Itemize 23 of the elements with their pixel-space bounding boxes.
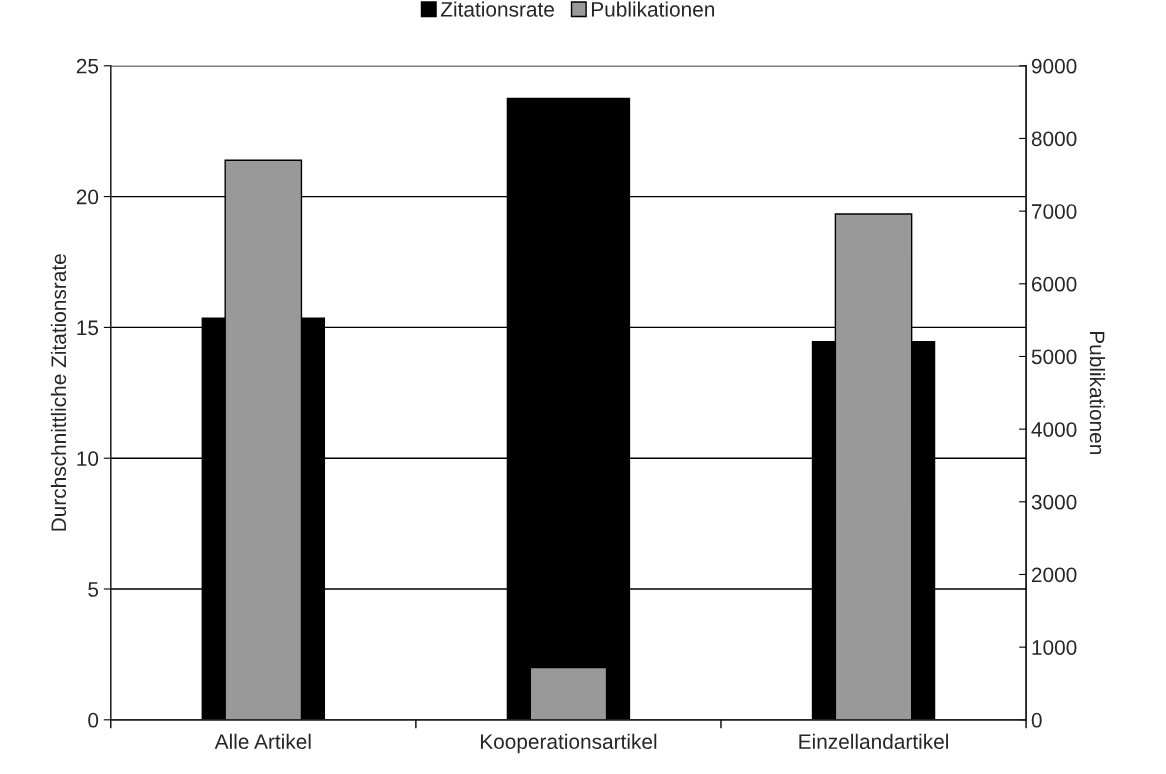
x-tick-label: Kooperationsartikel <box>480 733 657 754</box>
y2-tick-label: 7000 <box>1032 204 1077 219</box>
legend-label: Publikationen <box>591 1 715 17</box>
y-tick-label: 0 <box>88 712 99 728</box>
y-axis-title: Durchschnittliche Zitationsrate <box>50 254 67 531</box>
legend-label: Zitationsrate <box>440 1 554 17</box>
y2-tick-label: 2000 <box>1031 567 1077 583</box>
x-tick-label: Alle Artikel <box>214 733 311 750</box>
y2-axis-title: Publikationen <box>1089 331 1106 454</box>
x-tick-label: Einzellandartikel <box>799 733 948 750</box>
y-tick-label: 25 <box>76 58 99 74</box>
y2-tick-label: 4000 <box>1031 422 1077 437</box>
y2-tick-label: 8000 <box>1031 131 1077 147</box>
y2-tick-label: 6000 <box>1032 276 1077 292</box>
y-tick-label: 10 <box>77 451 99 466</box>
y2-tick-label: 3000 <box>1031 494 1077 510</box>
y2-tick-label: 0 <box>1031 712 1042 728</box>
y2-tick-label: 1000 <box>1032 640 1077 655</box>
y-tick-label: 15 <box>77 320 99 336</box>
y-tick-label: 20 <box>76 189 99 205</box>
y-tick-label: 5 <box>88 582 99 597</box>
y2-tick-label: 9000 <box>1031 58 1077 74</box>
y2-tick-label: 5000 <box>1031 349 1077 365</box>
